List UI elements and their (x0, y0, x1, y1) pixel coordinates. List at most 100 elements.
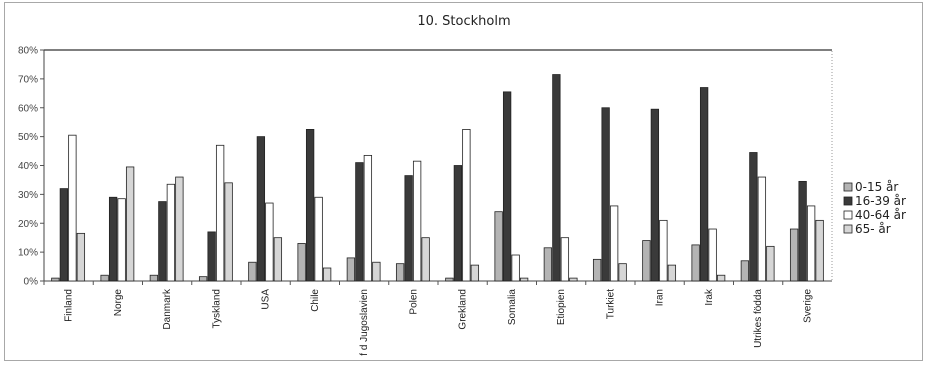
bar (757, 176, 767, 282)
x-tick-label: Tyskland (211, 289, 222, 328)
bar (215, 144, 225, 282)
bar (117, 198, 126, 282)
bar (789, 228, 799, 282)
bar (601, 107, 610, 282)
x-tick-label: f d Jugoslavien (359, 289, 370, 356)
x-tick-label: Iran (655, 289, 666, 306)
bar (346, 257, 356, 282)
x-tick-label: Danmark (162, 288, 173, 330)
x-tick-label: Norge (113, 289, 124, 317)
bar (502, 91, 512, 282)
bar (453, 165, 463, 282)
x-tick-label: Turkiet (605, 289, 616, 319)
bar (175, 176, 184, 282)
bar (470, 264, 480, 282)
bar (412, 160, 422, 282)
bar (248, 261, 257, 282)
x-tick-label: Somalia (507, 289, 518, 326)
bar (198, 276, 208, 282)
legend-label: 40-64 år (855, 208, 906, 222)
bar (749, 152, 758, 282)
x-tick-label: Chile (310, 289, 321, 312)
bar (322, 267, 332, 282)
legend-swatch (843, 224, 853, 234)
bar (667, 264, 677, 282)
bar (462, 129, 471, 282)
bar (76, 232, 86, 282)
bar (494, 211, 503, 282)
x-tick-label: Utrikes födda (753, 289, 764, 348)
bar (592, 258, 602, 282)
bar (815, 219, 824, 282)
y-tick-label: 40% (18, 161, 38, 172)
y-tick-label: 50% (18, 132, 38, 143)
x-tick-label: Grekland (458, 289, 469, 330)
bar (224, 182, 233, 282)
bar (297, 243, 306, 282)
bar (51, 277, 60, 282)
x-tick-label: Polen (408, 289, 419, 315)
bar (552, 74, 561, 282)
legend-label: 0-15 år (855, 180, 898, 194)
legend-label: 16-39 år (855, 194, 906, 208)
bar (100, 274, 109, 282)
bar (560, 237, 570, 282)
bar (355, 162, 364, 282)
bar (404, 175, 413, 282)
bar (740, 260, 750, 282)
bar (519, 277, 529, 282)
y-tick-label: 0% (24, 277, 39, 288)
bar (395, 263, 405, 282)
bar (618, 263, 627, 282)
bar (108, 196, 118, 282)
bar (59, 188, 69, 282)
y-tick-label: 10% (18, 248, 38, 259)
x-tick-label: Irak (704, 288, 715, 306)
bar (166, 183, 176, 282)
bar (569, 277, 578, 282)
bar (642, 240, 651, 282)
x-tick-label: USA (261, 289, 272, 310)
y-tick-label: 80% (18, 46, 38, 57)
bar (708, 228, 717, 282)
bar (691, 244, 700, 282)
bar (445, 277, 454, 282)
chart-title: 10. Stockholm (417, 14, 510, 29)
bar (207, 231, 216, 282)
bar (699, 87, 709, 282)
bar (716, 274, 726, 282)
bar (125, 166, 135, 282)
y-tick-label: 70% (18, 74, 38, 85)
plot-area: 0% 10% 20% 30% 40% 50% 60% 70% 80% Finland Norge Da… (18, 46, 833, 356)
legend-label: 65- år (855, 222, 891, 236)
bar (265, 202, 274, 282)
x-tick-label: Etiopien (556, 289, 567, 325)
x-tick-label: Finland (64, 289, 75, 322)
bar (798, 180, 807, 282)
bar (372, 261, 381, 282)
bar (421, 237, 430, 282)
bar (543, 247, 553, 282)
bar (609, 205, 619, 282)
bar (511, 254, 520, 282)
bar (363, 154, 373, 282)
y-tick-label: 20% (18, 219, 38, 230)
bar (806, 205, 816, 282)
bar (68, 134, 77, 282)
bar (766, 245, 775, 282)
bar (650, 108, 660, 282)
bar (305, 129, 315, 282)
bar (314, 196, 323, 282)
x-tick-label: Sverige (802, 289, 813, 323)
legend-swatch (843, 196, 853, 206)
bar (149, 274, 159, 282)
y-tick-label: 60% (18, 103, 38, 114)
y-tick-label: 30% (18, 190, 38, 201)
bar (256, 136, 266, 282)
bar (273, 237, 283, 282)
bar (158, 201, 167, 282)
bar (659, 219, 668, 282)
legend-swatch (843, 210, 853, 220)
